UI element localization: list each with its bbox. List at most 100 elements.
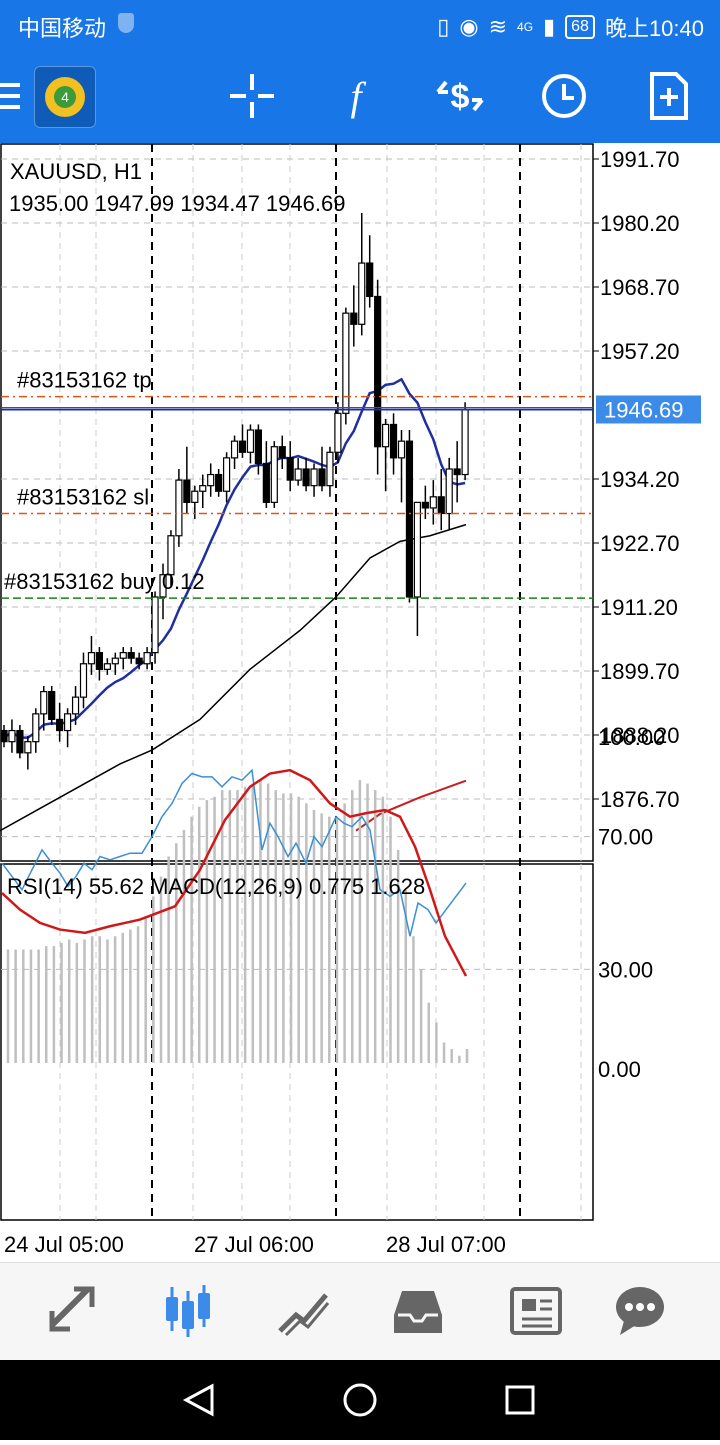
network-type: 4G	[517, 20, 534, 34]
candle	[103, 658, 111, 675]
candle	[405, 430, 414, 603]
candle	[461, 402, 469, 481]
candle-body	[167, 535, 175, 576]
menu-icon[interactable]	[0, 83, 20, 109]
symbol-timeframe: XAUUSD, H1	[10, 159, 142, 184]
current-price-label: 1946.69	[604, 397, 684, 422]
candle	[437, 468, 445, 531]
price-tick-label: 1911.20	[600, 595, 678, 620]
macd-signal-line	[1, 768, 468, 977]
candle-body	[429, 496, 437, 509]
candle-body	[238, 440, 247, 453]
candle-body	[421, 501, 429, 509]
quotes-icon[interactable]	[44, 1281, 104, 1341]
candle	[374, 279, 382, 475]
indicator-label: RSI(14) 55.62 MACD(12,26,9) 0.775 1.628	[7, 874, 425, 899]
candle-body	[199, 485, 207, 492]
trade-icon[interactable]: $	[432, 68, 488, 124]
candle-body	[453, 468, 461, 476]
candle	[79, 652, 88, 709]
svg-text:f: f	[350, 74, 366, 119]
chart-icon[interactable]	[158, 1281, 218, 1341]
eye-icon: ◉	[459, 14, 479, 39]
candle-body	[79, 663, 88, 698]
candle	[71, 686, 80, 725]
candle-body	[215, 473, 223, 492]
main-chart-frame	[0, 143, 594, 862]
candle	[151, 591, 159, 664]
wifi-icon: ≋	[488, 14, 508, 39]
candle-body	[318, 468, 326, 487]
candle	[318, 446, 326, 492]
home-icon[interactable]	[343, 1383, 377, 1417]
candle-body	[40, 690, 48, 715]
price-chart[interactable]: #83153162 tp #83153162 sl #83153162 buy 0.…	[0, 143, 720, 1260]
price-tick-label: 1899.70	[600, 659, 680, 684]
candle-body	[223, 457, 231, 492]
candle	[262, 441, 270, 508]
vibrate-icon: ▯	[437, 14, 450, 39]
candle	[310, 463, 318, 497]
candle-body	[366, 262, 374, 298]
candle	[215, 468, 223, 497]
candle	[40, 686, 48, 731]
recents-icon[interactable]	[505, 1385, 535, 1415]
chart-area[interactable]: #83153162 tp #83153162 sl #83153162 buy 0.…	[0, 143, 720, 1260]
trade-icon[interactable]	[274, 1281, 334, 1341]
candle	[230, 435, 239, 469]
indicator-frame	[0, 863, 594, 1221]
candle-body	[63, 713, 72, 732]
candle-body	[183, 479, 191, 503]
long-moving-average	[355, 779, 467, 832]
candle-body	[56, 718, 64, 732]
messages-icon[interactable]	[610, 1281, 670, 1341]
candle	[135, 652, 143, 670]
metatrader-logo[interactable]: 4	[34, 66, 96, 128]
crosshair-icon[interactable]	[224, 68, 280, 124]
indicator-tick-label: 70.00	[598, 825, 653, 850]
candle	[302, 457, 310, 492]
candle	[8, 719, 16, 753]
candle-body	[358, 262, 366, 325]
price-tick-label: 1957.20	[600, 339, 680, 364]
candle	[16, 724, 24, 759]
candle-body	[16, 729, 24, 754]
rsi-line	[1, 768, 467, 937]
candle	[366, 235, 374, 308]
candle-body	[262, 462, 270, 503]
candle-body	[135, 657, 143, 665]
candle-body	[334, 412, 342, 453]
ohlc-values: 1935.00 1947.99 1934.47 1946.69	[9, 191, 345, 216]
new-document-icon[interactable]	[640, 68, 696, 124]
candle-body	[350, 312, 358, 325]
history-icon[interactable]	[388, 1281, 448, 1341]
candle	[199, 474, 207, 508]
price-tick-label: 1876.70	[600, 787, 680, 812]
shield-icon	[118, 13, 134, 33]
function-icon[interactable]: f	[328, 68, 384, 124]
candle-body	[24, 741, 32, 754]
indicator-tick-label: 0.00	[598, 1057, 641, 1082]
candle-body	[437, 496, 445, 515]
candle-body	[286, 457, 294, 481]
candle	[56, 702, 64, 742]
news-icon[interactable]	[506, 1281, 566, 1341]
price-tick-label: 1888.20	[600, 723, 680, 748]
clock-time: 晚上10:40	[604, 16, 704, 41]
candle-body	[389, 423, 398, 459]
current-price-tag	[596, 395, 701, 424]
order-line-label: #83153162 buy 0.12	[4, 569, 205, 594]
candle-body	[342, 312, 350, 414]
clock-icon[interactable]	[536, 68, 592, 124]
candle-body	[405, 440, 414, 598]
back-icon[interactable]	[182, 1383, 214, 1417]
candle	[445, 457, 453, 531]
candle	[95, 647, 104, 681]
price-tick-label: 1980.20	[600, 211, 680, 236]
candle-body	[413, 501, 421, 598]
candle-body	[175, 479, 183, 537]
candle	[294, 457, 302, 486]
candle	[334, 402, 342, 464]
candle	[175, 468, 183, 547]
candle	[87, 635, 96, 675]
